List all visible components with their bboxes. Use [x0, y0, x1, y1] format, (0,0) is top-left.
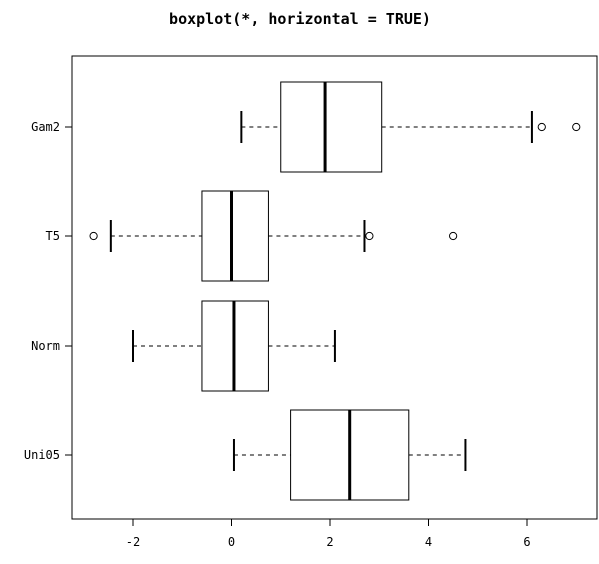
x-tick-label: 2	[326, 535, 333, 549]
outlier-point	[537, 122, 546, 132]
plot-marks: -2 0 2 4 6 Uni05 Norm T5 Gam2	[24, 81, 581, 549]
outlier-point	[449, 231, 458, 241]
outlier-point	[572, 122, 581, 132]
iqr-box	[201, 190, 269, 282]
iqr-box	[280, 81, 383, 173]
x-tick-label: 4	[425, 535, 432, 549]
outlier-point	[89, 231, 98, 241]
y-category-label: Norm	[31, 339, 60, 353]
y-category-label: T5	[46, 229, 60, 243]
outlier-point	[365, 231, 374, 241]
y-category-label: Gam2	[31, 120, 60, 134]
chart-title: boxplot(*, horizontal = TRUE)	[169, 10, 431, 28]
y-category-label: Uni05	[24, 448, 60, 462]
x-tick-label: 6	[523, 535, 530, 549]
x-tick-label: 0	[228, 535, 235, 549]
x-tick-label: -2	[126, 535, 140, 549]
